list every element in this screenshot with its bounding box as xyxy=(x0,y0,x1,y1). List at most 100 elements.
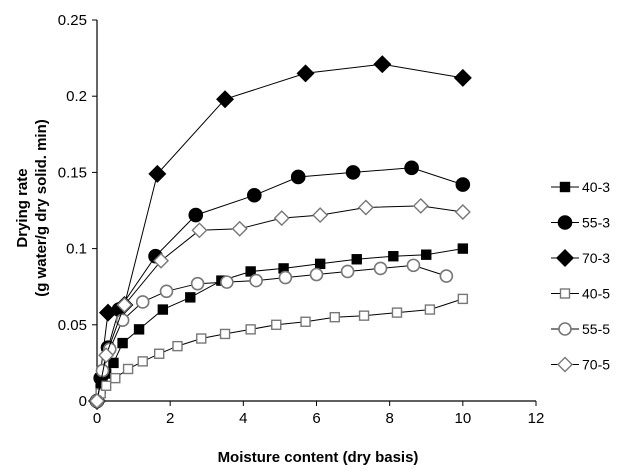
legend: 40-3 55-3 70-3 40-5 55-5 70-5 xyxy=(551,179,610,373)
data-point xyxy=(296,64,315,83)
legend-label: 70-5 xyxy=(582,357,610,373)
legend-item: 55-3 xyxy=(551,215,610,231)
legend-marker xyxy=(559,288,571,299)
data-point xyxy=(245,266,256,277)
series-55-3 xyxy=(89,160,471,409)
legend-marker xyxy=(557,356,573,373)
y-tick-label: 0.1 xyxy=(66,241,87,258)
plot-area: 0 2 4 6 8 10 12 0 0.05 0.1 0.15 0.2 0.25 xyxy=(58,12,545,427)
data-point xyxy=(116,296,133,313)
legend-label: 40-3 xyxy=(582,179,610,195)
data-point xyxy=(421,249,432,260)
data-point xyxy=(454,204,471,221)
x-tick-label: 12 xyxy=(528,410,545,427)
data-point xyxy=(153,252,170,269)
data-point xyxy=(329,311,340,323)
data-point xyxy=(153,348,165,359)
data-point xyxy=(273,210,290,227)
y-tick-label: 0.15 xyxy=(58,164,87,181)
legend-label: 55-3 xyxy=(582,215,610,231)
data-point xyxy=(133,324,145,335)
data-point xyxy=(278,270,293,285)
data-point xyxy=(424,304,436,315)
x-tick-label: 10 xyxy=(454,410,471,427)
series-line xyxy=(96,167,463,402)
data-point xyxy=(455,177,471,192)
data-point xyxy=(357,199,374,216)
series-70-3 xyxy=(88,55,472,410)
series-40-5 xyxy=(91,293,469,407)
data-point xyxy=(98,303,117,322)
data-point xyxy=(439,269,454,283)
data-point xyxy=(137,356,148,367)
data-point xyxy=(135,295,150,309)
data-point xyxy=(172,340,183,352)
x-tick-label: 8 xyxy=(385,410,393,427)
series-line xyxy=(96,298,463,402)
data-point xyxy=(373,55,392,74)
data-point xyxy=(122,363,134,375)
data-point xyxy=(249,273,263,288)
legend-item: 70-3 xyxy=(551,249,610,267)
data-point xyxy=(457,243,469,254)
data-point xyxy=(453,68,472,87)
legend-label: 40-5 xyxy=(582,286,610,302)
y-tick-label: 0.25 xyxy=(58,12,87,29)
data-point xyxy=(196,333,207,344)
legend-item: 40-5 xyxy=(551,286,610,302)
y-axis-title-line1: Drying rate xyxy=(14,168,31,247)
data-point xyxy=(191,222,208,239)
data-point xyxy=(309,267,324,282)
data-point xyxy=(220,275,234,289)
data-point xyxy=(185,292,196,303)
y-axis-title-line2: (g water/g dry solid. min) xyxy=(33,119,50,297)
data-point xyxy=(247,187,262,203)
data-point xyxy=(373,261,388,276)
data-point xyxy=(219,328,231,340)
data-point xyxy=(108,357,119,369)
series-line xyxy=(96,248,463,402)
data-point xyxy=(190,276,205,291)
series-70-5 xyxy=(89,197,471,409)
data-point xyxy=(100,380,112,391)
legend-label: 70-3 xyxy=(582,250,610,266)
x-tick-label: 0 xyxy=(93,410,101,427)
y-tick-label: 0.2 xyxy=(66,88,87,105)
data-point xyxy=(231,220,248,237)
data-point xyxy=(148,164,167,183)
data-point xyxy=(290,169,306,185)
series-line xyxy=(96,205,463,402)
data-point xyxy=(406,258,421,273)
data-point xyxy=(271,319,282,330)
data-point xyxy=(110,372,121,384)
legend-marker xyxy=(556,249,574,267)
data-point xyxy=(157,304,169,315)
legend-marker xyxy=(558,322,572,336)
data-point xyxy=(98,347,115,364)
x-tick-label: 6 xyxy=(312,410,320,427)
data-point xyxy=(391,307,403,318)
x-tick-label: 4 xyxy=(239,410,247,427)
data-point xyxy=(388,251,399,262)
data-point xyxy=(300,316,311,327)
legend-item: 70-5 xyxy=(551,357,610,373)
legend-marker xyxy=(559,181,571,193)
data-point xyxy=(216,90,235,109)
y-tick-label: 0 xyxy=(79,393,87,410)
data-point xyxy=(457,293,469,305)
series-line xyxy=(96,264,447,402)
data-point xyxy=(358,310,370,321)
data-point xyxy=(351,254,362,265)
y-axis-title: Drying rate (g water/g dry solid. min) xyxy=(14,119,50,297)
data-point xyxy=(312,207,329,224)
data-point xyxy=(345,165,361,180)
data-point xyxy=(188,207,204,223)
data-point xyxy=(159,284,174,299)
data-point xyxy=(412,197,429,214)
data-point xyxy=(404,160,419,176)
x-tick-label: 2 xyxy=(166,410,174,427)
data-point xyxy=(245,324,256,335)
legend-label: 55-5 xyxy=(582,321,610,337)
